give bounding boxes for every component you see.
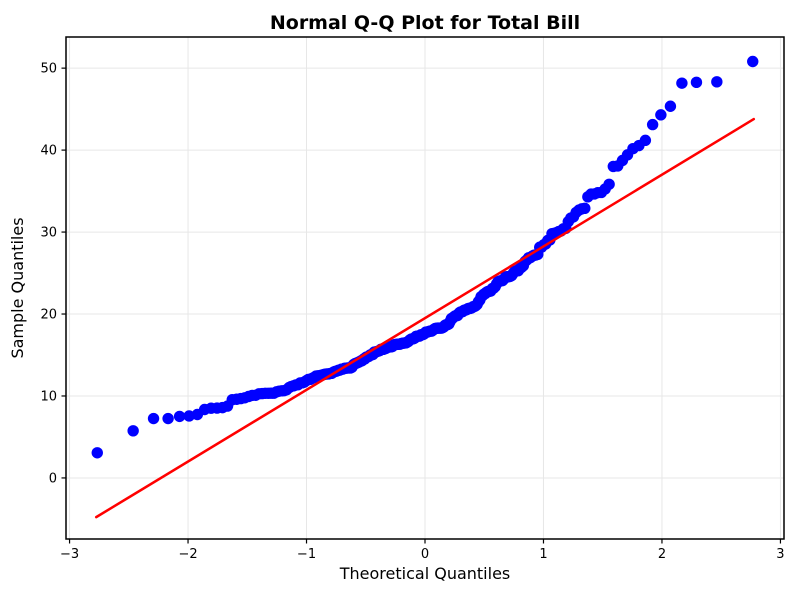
data-point: [162, 412, 174, 425]
y-tick-label: 0: [49, 471, 57, 486]
grid-layer: [66, 37, 784, 539]
x-tick-label: 2: [658, 547, 666, 562]
x-tick-label: 3: [776, 547, 784, 562]
fit-line-layer: [94, 117, 756, 519]
y-tick-label: 10: [40, 389, 57, 404]
x-tick-label: 1: [539, 547, 547, 562]
chart-title: Normal Q-Q Plot for Total Bill: [270, 12, 580, 34]
x-tick-label: −3: [60, 547, 79, 562]
fit-line: [94, 117, 756, 519]
y-axis-label: Sample Quantiles: [8, 217, 27, 358]
y-tick-label: 20: [40, 308, 57, 323]
data-point: [603, 178, 615, 190]
data-point: [91, 447, 103, 459]
x-tick-label: −2: [178, 547, 197, 562]
data-point: [690, 76, 703, 89]
y-tick-label: 40: [40, 144, 57, 159]
data-point: [173, 410, 186, 423]
data-point: [655, 109, 667, 121]
x-tick-label: 0: [421, 547, 429, 562]
data-point: [676, 77, 688, 89]
data-point: [664, 100, 677, 112]
y-tick-label: 50: [40, 62, 57, 77]
y-tick-label: 30: [40, 226, 57, 241]
data-point: [646, 118, 659, 131]
data-point: [579, 202, 591, 214]
data-point: [127, 425, 139, 437]
x-axis-label: Theoretical Quantiles: [339, 564, 511, 583]
x-tick-label: −1: [297, 547, 316, 562]
data-point: [747, 55, 759, 68]
data-point: [711, 76, 723, 88]
data-point: [639, 134, 652, 147]
data-point: [147, 412, 160, 425]
